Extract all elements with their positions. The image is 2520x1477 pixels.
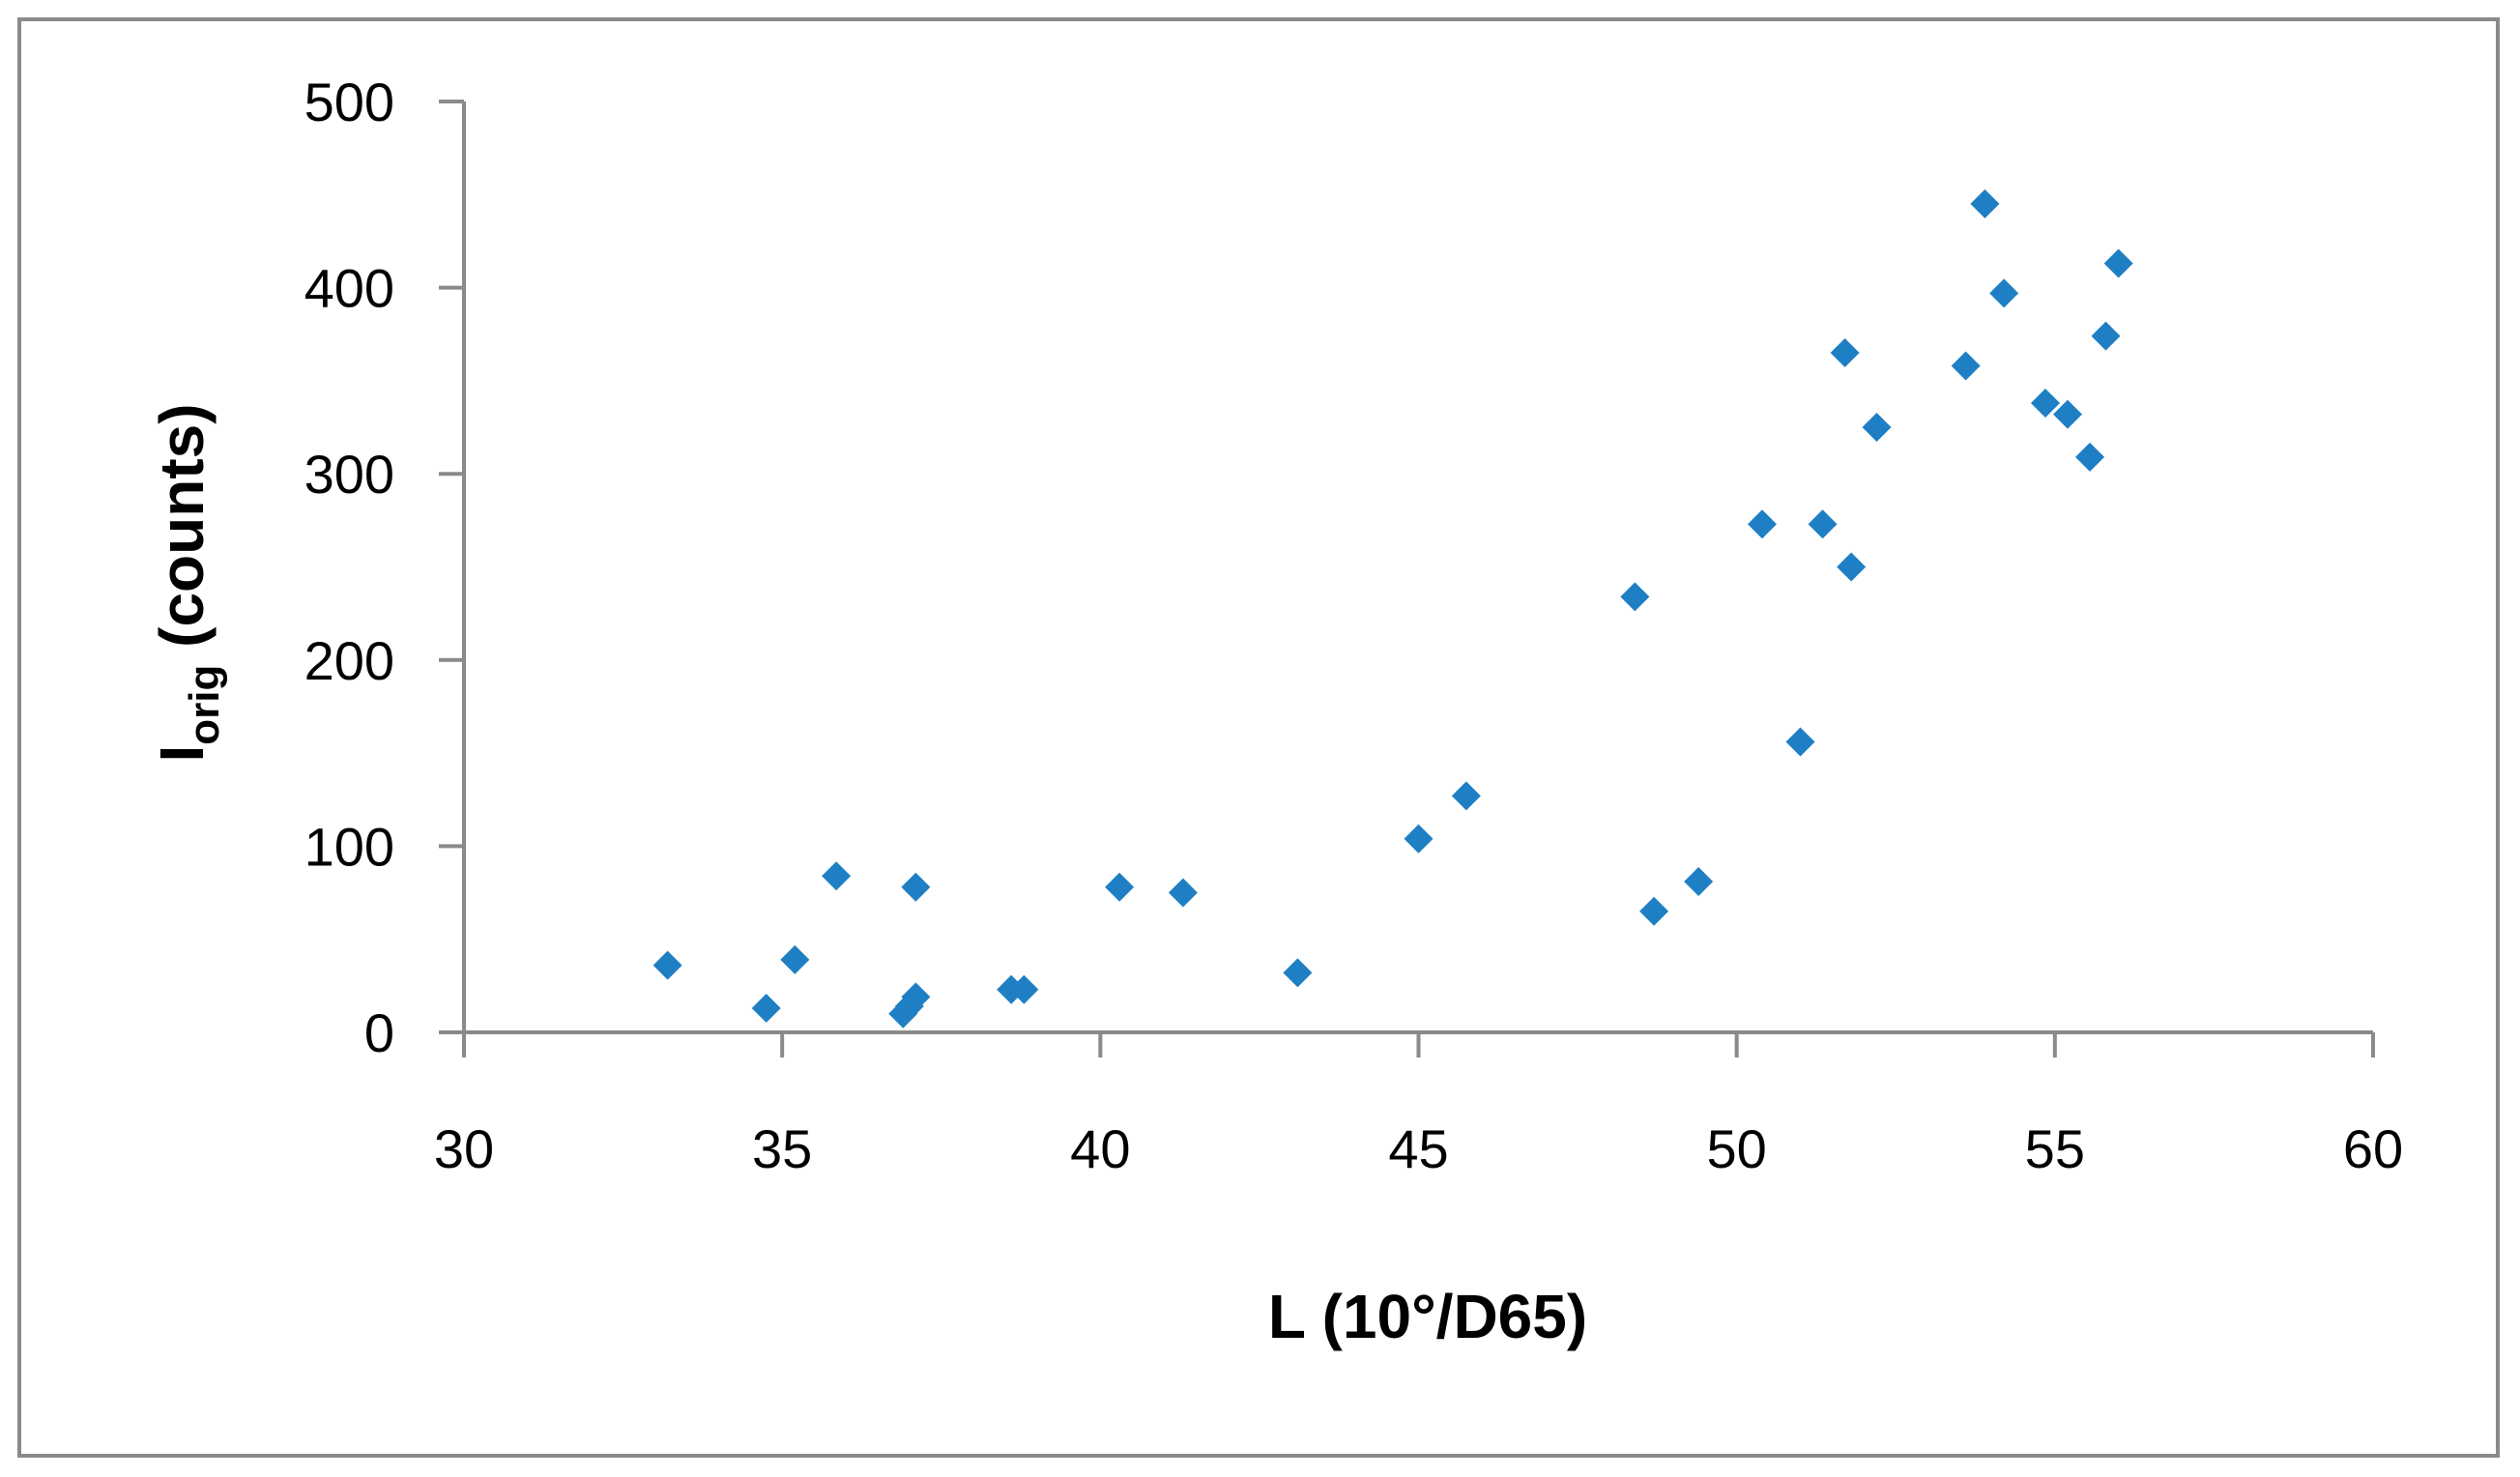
chart-frame xyxy=(17,17,2500,1458)
y-tick-label: 0 xyxy=(364,1002,394,1063)
data-point xyxy=(1105,872,1135,902)
x-tick-label: 40 xyxy=(1070,1118,1130,1179)
data-point xyxy=(822,861,852,891)
x-tick-label: 35 xyxy=(752,1118,812,1179)
x-tick-label: 50 xyxy=(1707,1118,1767,1179)
data-point xyxy=(1785,727,1815,757)
y-axis-title-rest: (counts) xyxy=(147,403,217,664)
data-point xyxy=(2075,442,2105,472)
data-point xyxy=(1404,824,1434,854)
y-tick-label: 300 xyxy=(304,444,394,505)
y-tick-label: 500 xyxy=(304,72,394,132)
y-tick-label: 400 xyxy=(304,258,394,319)
x-axis-title: L (10°/D65) xyxy=(1268,1282,1587,1351)
x-axis-ticks: 30 35 40 45 50 55 60 xyxy=(434,1032,2403,1179)
data-point xyxy=(1951,351,1981,381)
data-point xyxy=(1862,413,1892,443)
data-point xyxy=(2103,248,2133,278)
x-tick-label: 55 xyxy=(2025,1118,2085,1179)
data-point xyxy=(1283,958,1313,988)
data-point xyxy=(1748,509,1777,539)
x-tick-label: 45 xyxy=(1388,1118,1448,1179)
data-point xyxy=(1168,878,1198,908)
data-point xyxy=(1639,896,1669,926)
data-point xyxy=(780,944,810,974)
x-tick-label: 60 xyxy=(2343,1118,2403,1179)
data-point xyxy=(652,950,682,980)
data-points xyxy=(652,188,2133,1028)
y-axis-title-subscript: orig xyxy=(181,665,228,745)
y-axis-title: Iorig (counts) xyxy=(147,403,228,762)
data-point xyxy=(2053,399,2082,429)
data-point xyxy=(1009,974,1039,1004)
y-axis-ticks: 0 100 200 300 400 500 xyxy=(304,72,464,1063)
data-point xyxy=(1808,509,1838,539)
data-point xyxy=(1970,188,2000,218)
data-point xyxy=(1989,278,2019,308)
y-tick-label: 200 xyxy=(304,630,394,691)
data-point xyxy=(1830,338,1860,368)
data-point xyxy=(1451,781,1481,811)
y-tick-label: 100 xyxy=(304,816,394,877)
y-axis-title-main: I xyxy=(147,745,217,763)
data-point xyxy=(751,993,781,1023)
axes xyxy=(462,101,2373,1034)
data-point xyxy=(1684,866,1714,896)
data-point xyxy=(901,872,931,902)
data-point xyxy=(2091,321,2121,351)
data-point xyxy=(1620,582,1650,612)
x-tick-label: 30 xyxy=(434,1118,494,1179)
data-point xyxy=(1837,552,1867,582)
data-point xyxy=(901,982,931,1012)
data-point xyxy=(2030,389,2060,419)
